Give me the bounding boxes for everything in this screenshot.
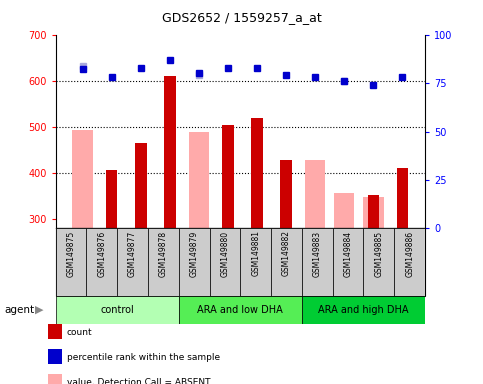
Bar [240,228,271,296]
Bar [56,296,179,324]
Bar [210,228,240,296]
Bar [305,160,326,228]
Text: GSM149877: GSM149877 [128,230,137,277]
Text: GSM149883: GSM149883 [313,230,322,276]
Text: GSM149884: GSM149884 [343,230,353,276]
Bar [280,160,292,228]
Bar [363,197,384,228]
Bar [302,228,333,296]
Text: GSM149881: GSM149881 [251,230,260,276]
Text: GSM149885: GSM149885 [374,230,384,276]
Bar [334,193,355,228]
Text: percentile rank within the sample: percentile rank within the sample [67,353,220,362]
Bar [189,132,209,228]
Bar [271,228,302,296]
Bar [106,170,117,228]
Bar [302,296,425,324]
Text: ARA and high DHA: ARA and high DHA [318,305,409,315]
Text: count: count [67,328,92,337]
Bar [164,76,176,228]
Text: GSM149880: GSM149880 [220,230,229,276]
Text: agent: agent [5,305,35,315]
Bar [364,228,394,296]
Text: GDS2652 / 1559257_a_at: GDS2652 / 1559257_a_at [162,12,321,25]
Text: ARA and low DHA: ARA and low DHA [198,305,283,315]
Bar [72,130,93,228]
Text: value, Detection Call = ABSENT: value, Detection Call = ABSENT [67,377,210,384]
Bar [222,124,234,228]
Bar [397,169,408,228]
Text: GSM149878: GSM149878 [159,230,168,276]
Text: GSM149879: GSM149879 [190,230,199,277]
Bar [148,228,179,296]
Bar [86,228,117,296]
Bar [135,143,146,228]
Bar [56,228,86,296]
Bar [179,228,210,296]
Text: GSM149882: GSM149882 [282,230,291,276]
Bar [251,118,263,228]
Bar [368,195,379,228]
Text: control: control [100,305,134,315]
Text: GSM149886: GSM149886 [405,230,414,276]
Text: GSM149876: GSM149876 [97,230,106,277]
Bar [394,228,425,296]
Bar [117,228,148,296]
Text: GSM149875: GSM149875 [67,230,75,277]
Text: ▶: ▶ [35,305,43,315]
Bar [179,296,302,324]
Bar [333,228,364,296]
